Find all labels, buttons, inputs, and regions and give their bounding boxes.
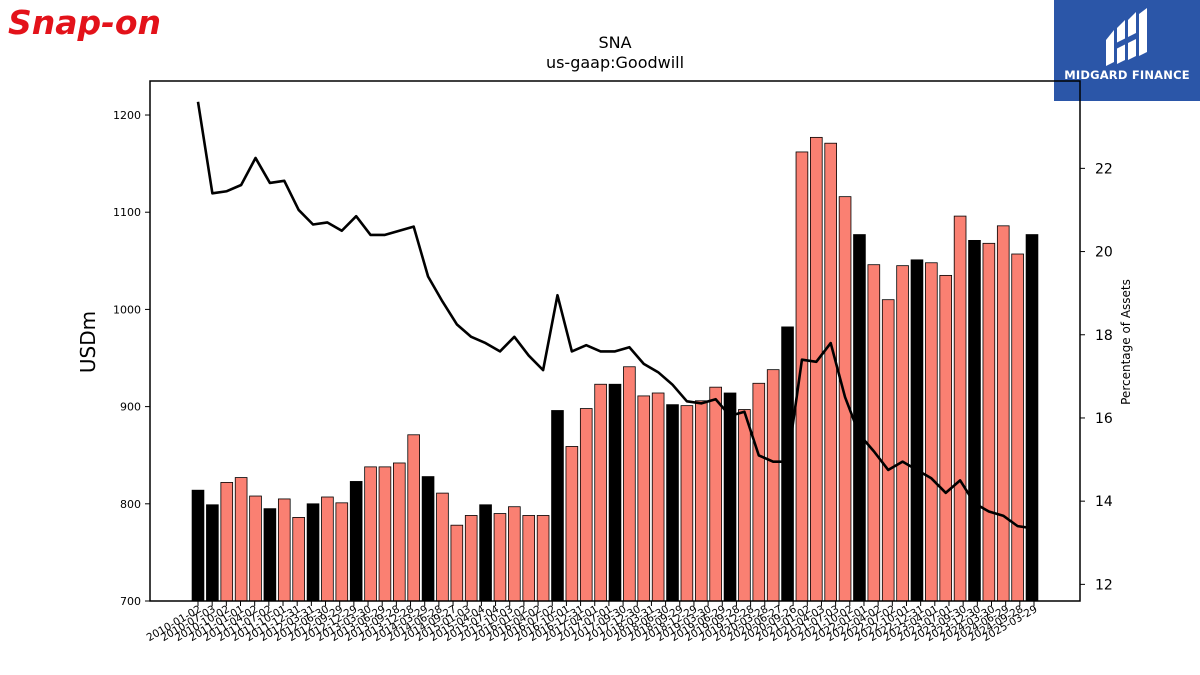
bar: [378, 466, 392, 602]
bar: [191, 489, 205, 602]
bar: [277, 498, 291, 602]
bar: [694, 400, 708, 602]
bar: [968, 239, 981, 602]
bar: [752, 382, 766, 602]
y-tick-label-right: 20: [1095, 245, 1113, 261]
bar: [508, 506, 521, 602]
bar: [364, 466, 377, 602]
bar: [651, 392, 665, 602]
bar: [551, 410, 564, 602]
bar: [421, 476, 435, 602]
bar: [436, 492, 449, 602]
bar: [1025, 234, 1039, 602]
bar: [723, 392, 737, 602]
bar: [234, 477, 248, 602]
bar: [349, 481, 363, 602]
bar: [450, 524, 464, 602]
chart-title: SNA: [598, 33, 631, 52]
bar: [407, 434, 420, 602]
snapon-logo: Snap-on: [8, 3, 161, 42]
bar: [939, 274, 953, 602]
y-tick-label-left: 1100: [113, 206, 141, 219]
y-tick-label-left: 900: [120, 401, 141, 414]
y-tick-label-right: 12: [1095, 577, 1113, 593]
bar: [953, 215, 967, 602]
plot-frame: [149, 80, 1081, 602]
bar: [579, 408, 593, 602]
bar: [249, 495, 262, 602]
midgard-finance-label: MIDGARD FINANCE: [1064, 68, 1190, 82]
bar: [321, 496, 334, 602]
y-axis-label-right: Percentage of Assets: [1119, 279, 1133, 405]
bar: [206, 504, 219, 602]
bar: [335, 502, 349, 602]
bar: [982, 242, 996, 602]
bar: [666, 404, 679, 602]
bar: [292, 517, 305, 602]
y-tick-label-left: 700: [120, 595, 141, 608]
line-series: [196, 101, 1033, 530]
y-tick-label-right: 18: [1095, 328, 1113, 344]
bar: [910, 259, 924, 602]
bar: [781, 326, 794, 602]
y-tick-label-right: 22: [1095, 161, 1113, 177]
bar: [766, 369, 780, 602]
chart-subtitle: us-gaap:Goodwill: [546, 53, 684, 72]
bar: [680, 405, 694, 602]
axes: 7008009001000110012001214161820222010-01…: [113, 80, 1113, 644]
bar: [393, 462, 406, 602]
bar: [306, 503, 320, 602]
bar: [608, 383, 622, 602]
snapon-logo-text: Snap-on: [8, 3, 161, 42]
bar: [536, 515, 550, 602]
y-tick-label-right: 16: [1095, 411, 1113, 427]
percentage-line: [196, 101, 1033, 530]
bar: [479, 504, 492, 602]
bar: [464, 515, 478, 602]
midgard-finance-logo: MIDGARD FINANCE: [1054, 0, 1200, 101]
y-axis-label-left: USDm: [76, 311, 100, 373]
y-tick-label-left: 800: [120, 498, 141, 511]
bar: [1011, 253, 1024, 602]
bar: [738, 409, 751, 602]
bar: [493, 513, 507, 602]
bar: [565, 446, 579, 602]
y-tick-label-left: 1000: [113, 303, 141, 316]
y-tick-label-right: 14: [1095, 494, 1113, 510]
bar: [594, 383, 607, 602]
bar: [220, 482, 234, 602]
bar: [263, 508, 277, 602]
bar-series: [191, 136, 1039, 602]
bar: [881, 299, 895, 602]
midgard-emblem-icon: [1106, 8, 1147, 66]
bar: [623, 366, 636, 602]
bar: [925, 262, 938, 602]
bar: [709, 386, 722, 602]
bar: [637, 395, 651, 602]
bar: [853, 234, 866, 602]
bar: [996, 225, 1010, 602]
bar: [824, 142, 837, 602]
bar: [795, 151, 809, 602]
bar: [867, 264, 881, 602]
bar: [810, 136, 823, 602]
bar: [896, 265, 909, 602]
y-tick-label-left: 1200: [113, 109, 141, 122]
bar: [522, 515, 536, 602]
